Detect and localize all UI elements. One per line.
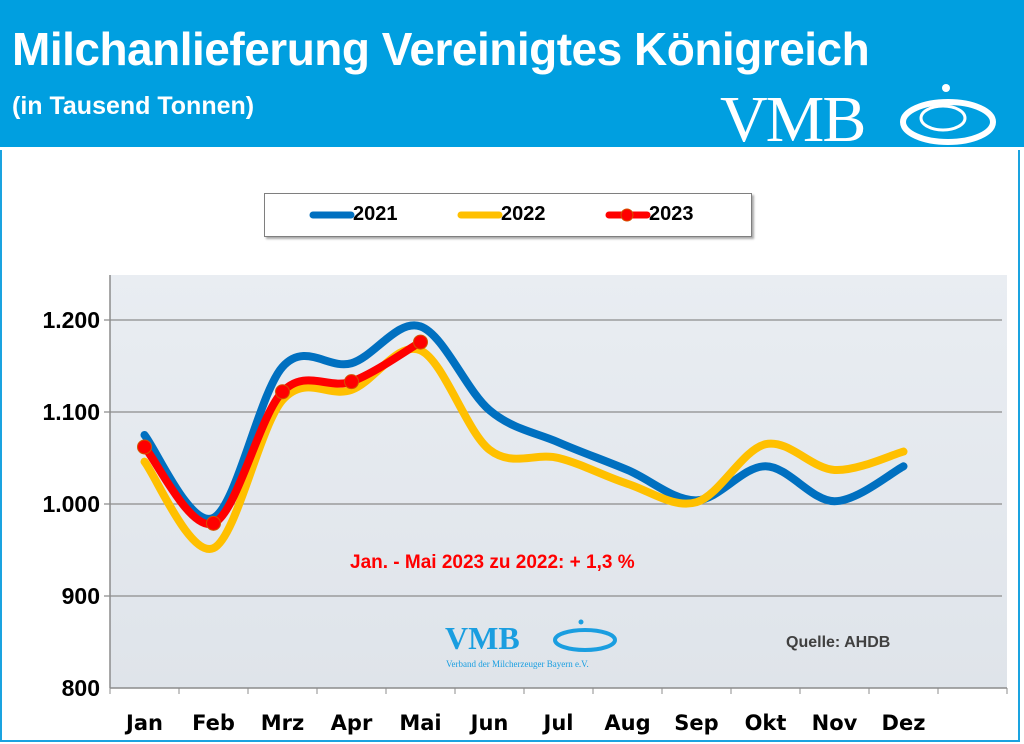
source-note: Quelle: AHDB [786,634,891,651]
x-tick-label-dez: Dez [882,711,926,735]
annotation: Jan. - Mai 2023 zu 2022: + 1,3 % [350,552,635,573]
series-line-2021 [140,321,908,523]
vmb-logo: VMB [720,84,996,153]
x-tick-label-mrz: Mrz [261,711,304,735]
vmb-logo-swirl-icon [900,84,996,145]
vmb-footer-logo: VMB [445,619,617,654]
plot-area [110,275,1007,688]
x-tick-label-jul: Jul [542,711,574,735]
x-tick-label-jun: Jun [469,711,509,735]
y-tick-label: 1.000 [42,491,100,517]
header-banner: Milchanlieferung Vereinigtes Königreich … [0,0,1024,153]
x-tick-label-feb: Feb [192,711,235,735]
page-subtitle: (in Tausend Tonnen) [12,92,255,120]
x-tick-label-apr: Apr [331,711,373,735]
chart-frame [0,150,1020,742]
vmb-footer-swirl-icon [553,619,617,652]
data-point-2023 [344,374,359,390]
vmb-footer-subtext: Verband der Milcherzeuger Bayern e.V. [446,659,589,669]
data-point-2023 [413,334,428,350]
series-line-2022 [140,344,908,553]
x-tick-label-jan: Jan [124,711,163,735]
x-tick-label-okt: Okt [745,711,787,735]
y-tick-label: 800 [62,675,100,701]
x-tick-label-nov: Nov [812,711,858,735]
legend-label-2022: 2022 [501,203,546,225]
legend-marker-2023 [620,208,634,222]
data-point-2023 [206,515,221,531]
y-tick-label: 1.100 [42,399,100,425]
data-point-2023 [137,439,152,455]
series-line-2023 [140,338,425,528]
legend-label-2023: 2023 [649,203,694,225]
x-tick-label-sep: Sep [674,711,718,735]
legend: 2021 2022 2023 [264,193,752,237]
x-tick-label-mai: Mai [399,711,441,735]
page-title: Milchanlieferung Vereinigtes Königreich [12,23,870,75]
data-point-2023 [275,384,290,400]
y-tick-label: 1.200 [42,307,100,333]
x-tick-label-aug: Aug [604,711,650,735]
y-tick-label: 900 [62,583,100,609]
legend-label-2021: 2021 [353,203,398,225]
